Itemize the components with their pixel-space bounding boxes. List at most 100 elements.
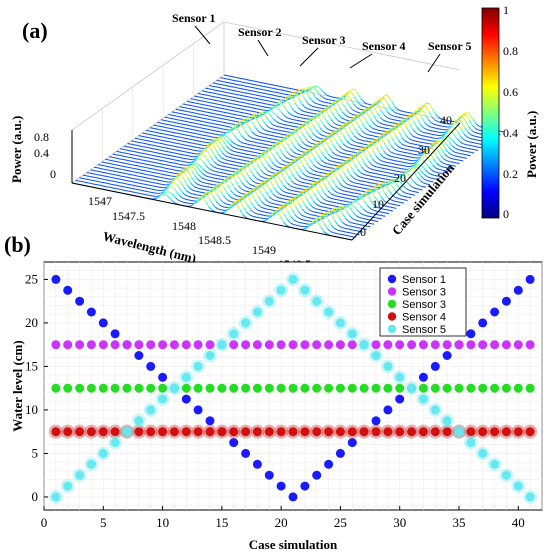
waterfall-trace-segment <box>221 211 225 214</box>
waterfall-trace-segment <box>397 113 401 115</box>
waterfall-trace-segment <box>432 164 437 169</box>
waterfall-trace-segment <box>275 200 279 202</box>
waterfall-trace-segment <box>259 181 264 185</box>
waterfall-trace-segment <box>245 78 250 81</box>
waterfall-trace-segment <box>110 166 114 169</box>
waterfall-trace-segment <box>444 147 449 153</box>
waterfall-trace-segment <box>473 138 477 141</box>
waterfall-trace-segment <box>335 211 340 218</box>
scatter-point <box>430 427 440 437</box>
waterfall-trace-segment <box>314 177 319 180</box>
waterfall-trace-segment <box>128 153 133 156</box>
waterfall-trace-segment <box>195 109 199 111</box>
waterfall-trace-segment <box>363 143 367 146</box>
waterfall-trace-segment <box>189 142 193 144</box>
waterfall-trace-segment <box>276 115 281 120</box>
waterfall-trace-segment <box>297 184 301 186</box>
waterfall-trace-segment <box>251 194 256 200</box>
waterfall-trace-segment <box>386 158 390 160</box>
waterfall-trace-segment <box>351 122 356 129</box>
waterfall-trace-segment <box>240 108 244 110</box>
waterfall-trace-segment <box>174 169 178 172</box>
scatter-point <box>276 340 286 350</box>
waterfall-trace-segment <box>367 167 372 170</box>
waterfall-trace-segment <box>327 163 331 165</box>
waterfall-trace-segment <box>157 135 162 138</box>
waterfall-trace-segment <box>434 123 438 126</box>
waterfall-trace-segment <box>289 158 293 161</box>
waterfall-trace-segment <box>190 115 194 117</box>
waterfall-trace-segment <box>132 150 136 153</box>
waterfall-trace-segment <box>234 90 238 92</box>
waterfall-trace-segment <box>229 99 233 101</box>
waterfall-trace-segment <box>258 95 263 97</box>
waterfall-trace-segment <box>170 138 174 140</box>
waterfall-trace-segment <box>425 106 430 112</box>
waterfall-trace-segment <box>302 200 307 207</box>
scatter-point <box>276 481 286 491</box>
waterfall-trace-segment <box>383 205 388 207</box>
waterfall-trace-segment <box>418 141 422 143</box>
waterfall-trace-segment <box>250 107 254 109</box>
waterfall-trace-segment <box>290 148 294 153</box>
waterfall-trace-segment <box>213 189 218 194</box>
waterfall-trace-segment <box>379 211 383 213</box>
scatter-point <box>466 427 476 437</box>
waterfall-trace-segment <box>406 152 410 154</box>
waterfall-trace-segment <box>315 141 320 146</box>
waterfall-trace-segment <box>212 119 216 122</box>
waterfall-trace-segment <box>359 212 364 216</box>
scatter-point <box>288 492 298 502</box>
waterfall-trace-segment <box>181 197 186 200</box>
waterfall-trace-segment <box>133 181 137 184</box>
scatter-point <box>335 448 345 458</box>
waterfall-trace-segment <box>422 135 426 137</box>
waterfall-trace-segment <box>250 202 255 208</box>
waterfall-trace-segment <box>319 201 324 204</box>
waterfall-trace-segment <box>244 156 248 159</box>
waterfall-trace-segment <box>322 136 327 140</box>
waterfall-trace-segment <box>424 142 428 144</box>
waterfall-trace-segment <box>369 212 374 215</box>
waterfall-trace-segment <box>271 167 275 171</box>
waterfall-trace-segment <box>200 117 204 119</box>
waterfall-trace-segment <box>314 109 318 112</box>
waterfall-trace-segment <box>271 97 275 100</box>
waterfall-trace-segment <box>427 119 432 124</box>
waterfall-trace-segment <box>247 157 251 159</box>
waterfall-trace-segment <box>175 112 179 114</box>
waterfall-trace-segment <box>369 215 373 218</box>
scatter-point <box>169 383 179 393</box>
waterfall-trace-segment <box>374 99 379 103</box>
waterfall-trace-segment <box>249 114 254 117</box>
waterfall-trace-segment <box>304 225 309 230</box>
waterfall-trace-segment <box>242 81 246 84</box>
waterfall-trace-segment <box>309 159 315 166</box>
waterfall-trace-segment <box>278 200 282 203</box>
waterfall-trace-segment <box>219 141 224 148</box>
waterfall-trace-segment <box>147 191 152 193</box>
waterfall-trace-segment <box>364 192 369 197</box>
waterfall-trace-segment <box>442 166 447 169</box>
waterfall-trace-segment <box>391 199 395 202</box>
waterfall-trace-segment <box>198 174 203 179</box>
waterfall-trace-segment <box>354 163 359 170</box>
waterfall-trace-segment <box>211 105 215 108</box>
waterfall-trace-segment <box>272 91 276 93</box>
waterfall-trace-segment <box>245 112 250 115</box>
waterfall-trace-segment <box>423 127 428 131</box>
waterfall-trace-segment <box>168 131 172 133</box>
waterfall-trace-segment <box>388 132 393 138</box>
waterfall-trace-segment <box>352 148 356 150</box>
waterfall-trace-segment <box>233 198 237 200</box>
waterfall-trace-segment <box>234 180 239 186</box>
waterfall-trace-segment <box>195 143 199 145</box>
waterfall-trace-segment <box>334 220 339 226</box>
waterfall-trace-segment <box>319 168 324 171</box>
waterfall-trace-segment <box>152 198 157 200</box>
waterfall-trace-segment <box>197 153 202 158</box>
waterfall-trace-segment <box>202 100 207 103</box>
waterfall-trace-segment <box>222 84 226 86</box>
waterfall-trace-segment <box>350 191 355 194</box>
waterfall-trace-segment <box>386 175 390 177</box>
